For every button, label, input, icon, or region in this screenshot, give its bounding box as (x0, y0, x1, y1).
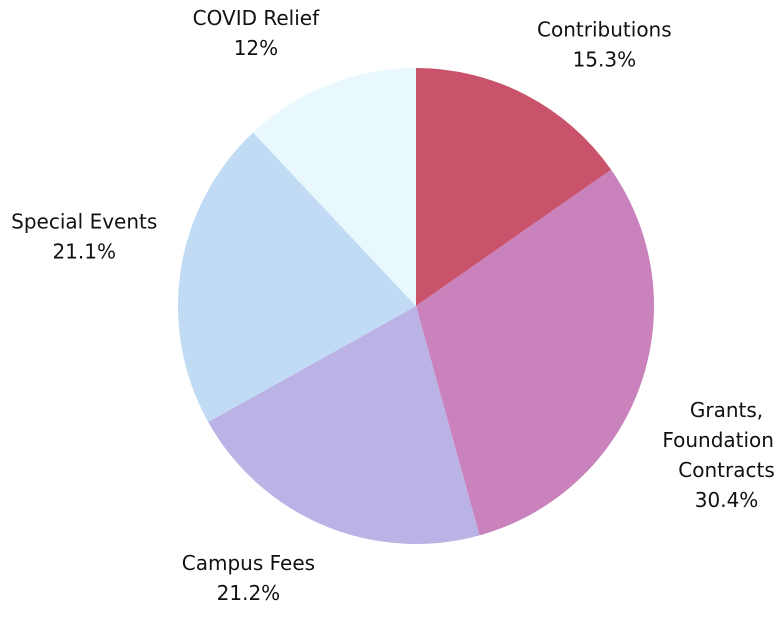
label-line: Contracts (678, 458, 774, 482)
pie-slice (208, 306, 480, 544)
pie-slice (416, 169, 655, 536)
slice-label: Grants, Foundations, Contracts 30.4% (662, 398, 774, 512)
label-line: COVID Relief (193, 6, 320, 30)
label-line: Campus Fees (182, 551, 315, 575)
value-label: 21.2% (217, 581, 281, 605)
slice-label: Special Events 21.1% (11, 209, 157, 263)
pie-slice (177, 132, 416, 422)
category-label: Grants, Foundations, Contracts (662, 398, 774, 482)
value-label: 30.4% (695, 488, 759, 512)
value-label: 15.3% (573, 47, 637, 71)
slice-label: COVID Relief 12% (193, 6, 320, 60)
pie-slice (253, 68, 416, 306)
pie-slice (416, 68, 612, 306)
label-line: Grants, (690, 398, 763, 422)
label-line: Special Events (11, 209, 157, 233)
slice-label: Contributions 15.3% (537, 17, 672, 71)
label-line: Contributions (537, 17, 672, 41)
category-label: Special Events (11, 209, 157, 233)
slice-label: Campus Fees 21.2% (182, 551, 315, 605)
category-label: COVID Relief (193, 6, 320, 30)
value-label: 12% (234, 36, 278, 60)
label-line: Foundations, (662, 428, 774, 452)
value-label: 21.1% (52, 239, 116, 263)
category-label: Contributions (537, 17, 672, 41)
category-label: Campus Fees (182, 551, 315, 575)
